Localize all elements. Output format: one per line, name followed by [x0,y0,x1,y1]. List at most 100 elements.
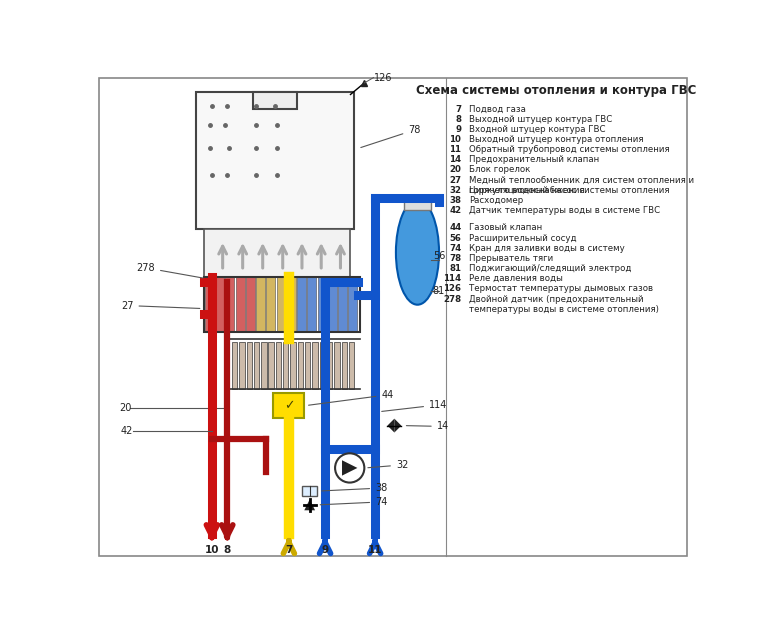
Bar [266,277,275,332]
Text: Схема системы отопления и контура ГВС: Схема системы отопления и контура ГВС [416,85,697,97]
Text: 38: 38 [322,483,387,493]
Bar [287,277,296,332]
Text: 7: 7 [455,105,462,113]
Bar [273,393,304,418]
Bar [318,277,326,332]
Text: Подвод газа: Подвод газа [469,105,526,113]
Text: 78: 78 [449,254,462,263]
Bar [197,92,354,229]
Bar [204,229,350,277]
Text: 74: 74 [320,497,388,507]
Text: Реле давления воды: Реле давления воды [469,274,563,283]
Text: 81: 81 [449,264,462,273]
Text: Медный теплообменник для систем отопления и
горячего водоснабжения: Медный теплообменник для систем отоплени… [469,176,694,195]
Text: Прерыватель тяги: Прерыватель тяги [469,254,553,263]
Bar [307,277,316,332]
Text: 44: 44 [309,390,393,405]
Text: 56: 56 [433,251,445,261]
Text: 278: 278 [137,263,203,278]
Bar [236,277,244,332]
Bar [319,342,325,389]
Bar [342,342,347,389]
Text: 10: 10 [449,135,462,144]
Bar [247,342,252,389]
Bar [257,277,265,332]
Bar [205,277,214,332]
Text: 14: 14 [449,155,462,164]
Bar [204,277,359,332]
Bar [269,342,274,389]
Text: 78: 78 [361,125,421,147]
Bar [276,277,286,332]
Text: 14: 14 [406,421,449,431]
Text: Датчик температуры воды в системе ГВС: Датчик температуры воды в системе ГВС [469,206,660,215]
Polygon shape [395,419,402,433]
Bar [305,342,310,389]
Polygon shape [387,419,395,433]
Text: Термостат температуры дымовых газов: Термостат температуры дымовых газов [469,285,654,293]
Bar [338,277,347,332]
Text: 7: 7 [285,545,293,555]
Text: Двойной датчик (предохранительный
температуры воды в системе отопления): Двойной датчик (предохранительный темпер… [469,295,659,314]
Text: 56: 56 [449,234,462,243]
Bar [327,342,333,389]
Text: Кран для заливки воды в систему: Кран для заливки воды в систему [469,244,625,253]
Bar [313,342,318,389]
Bar [349,342,354,389]
Text: 42: 42 [121,426,134,436]
Text: 114: 114 [382,400,448,411]
Text: 126: 126 [373,73,392,83]
Text: 9: 9 [455,125,462,134]
Text: 114: 114 [443,274,462,283]
Text: 278: 278 [443,295,462,303]
Text: 42: 42 [449,206,462,215]
Bar [246,277,255,332]
Text: 8: 8 [455,115,462,124]
Text: 38: 38 [449,196,462,205]
Text: 32: 32 [449,186,462,195]
Bar [232,342,237,389]
Bar [302,486,317,497]
Text: 10: 10 [204,545,219,555]
Ellipse shape [396,200,439,305]
Text: Расширительный сосуд: Расширительный сосуд [469,234,577,243]
Bar [328,277,336,332]
Text: Выходной штуцер контура ГВС: Выходной штуцер контура ГВС [469,115,612,124]
Text: Обратный трубопровод системы отопления: Обратный трубопровод системы отопления [469,145,670,154]
Text: Входной штуцер контура ГВС: Входной штуцер контура ГВС [469,125,605,134]
Bar [283,342,289,389]
Text: 9: 9 [322,545,329,555]
Bar [298,342,303,389]
Bar [276,342,281,389]
Text: 20: 20 [120,403,132,413]
Text: 11: 11 [368,545,382,555]
Bar [404,201,432,210]
Text: 44: 44 [449,223,462,233]
Bar [297,277,306,332]
Bar [290,342,296,389]
Text: 11: 11 [449,145,462,154]
Text: 74: 74 [449,244,462,253]
Text: Расходомер: Расходомер [469,196,523,205]
Text: Газовый клапан: Газовый клапан [469,223,542,233]
Text: Циркуляционный насос системы отопления: Циркуляционный насос системы отопления [469,186,670,195]
Text: 27: 27 [121,300,200,310]
Bar [226,277,234,332]
Bar [261,342,266,389]
Bar [253,92,296,109]
Text: 20: 20 [449,166,462,174]
Bar [215,277,224,332]
Text: 126: 126 [443,285,462,293]
Polygon shape [304,500,315,510]
Text: Выходной штуцер контура отопления: Выходной штуцер контура отопления [469,135,644,144]
Bar [239,342,244,389]
Circle shape [335,453,364,483]
Text: 81: 81 [433,286,445,296]
Text: Предохранительный клапан: Предохранительный клапан [469,155,599,164]
Bar [334,342,339,389]
Polygon shape [342,460,357,476]
Text: 32: 32 [368,460,409,470]
Bar [349,277,357,332]
Text: Блок горелок: Блок горелок [469,166,531,174]
Text: ✓: ✓ [283,399,294,412]
